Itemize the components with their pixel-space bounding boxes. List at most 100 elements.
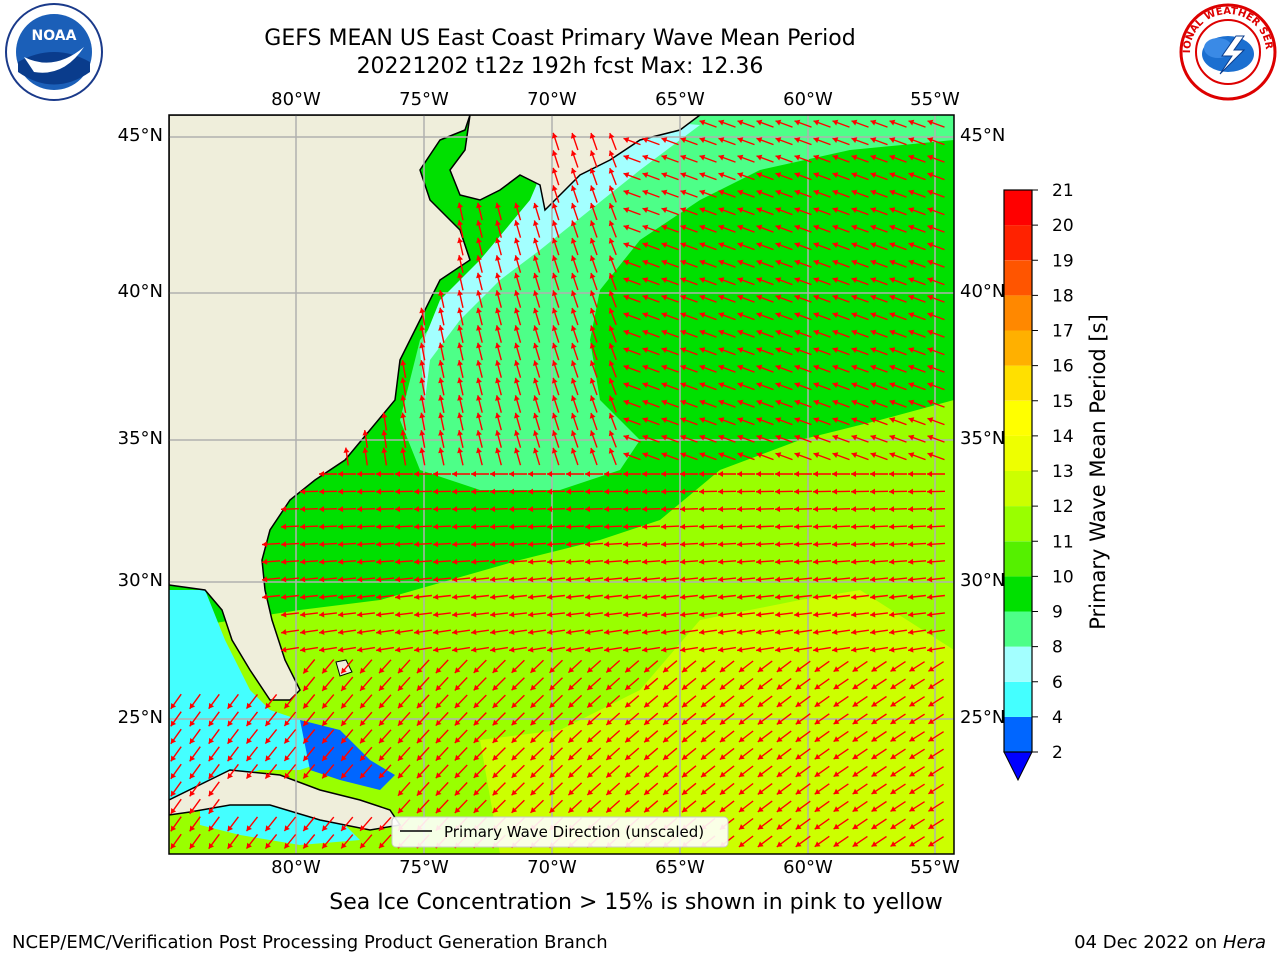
- wave-arrow-head: [376, 611, 382, 618]
- wave-arrow-head: [814, 718, 821, 725]
- wave-arrow-head: [832, 523, 838, 530]
- wave-arrow-head: [533, 360, 539, 366]
- wave-arrow-head: [608, 185, 615, 192]
- wave-arrow-head: [566, 611, 572, 618]
- wave-arrow-head: [360, 720, 366, 726]
- wave-arrow-head: [398, 772, 404, 779]
- colorbar-segment: [1004, 611, 1032, 647]
- wave-arrow-head: [604, 506, 610, 513]
- wave-arrow-head: [509, 523, 515, 530]
- wave-arrow-head: [514, 360, 520, 366]
- wave-arrow-head: [227, 720, 233, 727]
- wave-arrow-head: [303, 720, 309, 726]
- wave-arrow-head: [756, 488, 762, 495]
- lat-label-left: 30°N: [117, 570, 163, 591]
- wave-arrow-head: [570, 185, 577, 192]
- wave-arrow-head: [775, 329, 782, 336]
- wave-arrow-head: [303, 667, 309, 674]
- colorbar-tick-label: 6: [1052, 673, 1063, 693]
- wave-arrow-head: [718, 471, 723, 477]
- wave-arrow-head: [890, 771, 897, 777]
- wave-arrow-head: [170, 703, 177, 709]
- wave-arrow-head: [701, 736, 707, 743]
- wave-arrow-head: [852, 736, 859, 742]
- wave-arrow-head: [547, 611, 553, 618]
- wave-arrow-head: [775, 224, 782, 231]
- wave-arrow-head: [776, 719, 783, 725]
- wave-arrow-head: [454, 807, 461, 813]
- wave-arrow-head: [795, 806, 802, 812]
- wave-arrow-head: [889, 611, 895, 618]
- wave-arrow-head: [476, 202, 482, 209]
- wave-arrow-head: [379, 685, 385, 691]
- lon-label-bottom: 75°W: [399, 857, 449, 878]
- lon-label-top: 75°W: [399, 89, 449, 110]
- wave-arrow-head: [737, 329, 744, 336]
- wave-arrow-head: [775, 294, 782, 301]
- wave-arrow-head: [416, 667, 423, 674]
- wave-arrow-head: [625, 789, 631, 795]
- wave-arrow-head: [551, 220, 558, 227]
- wave-arrow-head: [438, 395, 445, 401]
- wave-arrow-head: [471, 558, 477, 565]
- wave-arrow-head: [509, 611, 515, 618]
- wave-arrow-head: [813, 646, 819, 653]
- colorbar: 2 4 6 8 9 10 11 12 13 14 15 16 17 18 19 20 21: [1003, 181, 1074, 782]
- wave-arrow-head: [833, 771, 840, 777]
- wave-arrow-head: [395, 558, 401, 565]
- wave-arrow-head: [870, 364, 877, 371]
- wave-arrow-head: [608, 238, 615, 244]
- wave-arrow-head: [495, 430, 501, 436]
- wave-arrow-head: [718, 119, 725, 126]
- wave-arrow-head: [400, 412, 407, 419]
- wave-arrow-head: [395, 523, 401, 530]
- wave-arrow-head: [908, 434, 915, 441]
- map-frame: [168, 114, 955, 855]
- wave-arrow-head: [908, 277, 915, 283]
- wave-arrow-head: [623, 594, 629, 600]
- wave-arrow-head: [851, 242, 858, 248]
- wave-arrow-head: [416, 737, 423, 744]
- wave-arrow-head: [776, 806, 783, 812]
- wave-arrow-head: [438, 307, 445, 314]
- wave-arrow-head: [395, 471, 400, 477]
- wave-arrow-head: [570, 203, 577, 209]
- wave-arrow-head: [566, 646, 572, 653]
- wave-arrow-head: [851, 294, 858, 301]
- wave-arrow-head: [813, 294, 820, 301]
- wave-arrow-head: [776, 824, 783, 830]
- wave-arrow-head: [775, 259, 782, 266]
- wave-arrow-head: [927, 594, 933, 600]
- wave-arrow-head: [813, 506, 819, 513]
- wave-arrow-head: [889, 558, 895, 565]
- wave-arrow-head: [300, 541, 306, 548]
- wave-arrow-head: [606, 736, 612, 743]
- wave-arrow-head: [490, 471, 495, 477]
- wave-arrow-head: [794, 506, 800, 513]
- wave-arrow-head: [832, 312, 839, 318]
- wave-arrow-head: [589, 343, 596, 349]
- wave-arrow-head: [699, 629, 705, 635]
- wave-arrow-head: [851, 471, 856, 477]
- wave-arrow-head: [870, 506, 876, 513]
- wave-arrow-head: [492, 772, 499, 778]
- wave-arrow-head: [376, 506, 382, 513]
- wave-arrow-head: [814, 683, 821, 690]
- wave-arrow-head: [661, 189, 668, 196]
- wave-arrow-head: [928, 701, 935, 707]
- wave-arrow-head: [795, 841, 802, 847]
- wave-arrow-head: [490, 523, 496, 530]
- wave-arrow-head: [587, 684, 594, 690]
- colorbar-tick-label: 12: [1052, 497, 1074, 517]
- wave-arrow-head: [813, 434, 820, 441]
- wave-arrow-head: [587, 772, 594, 778]
- wave-arrow-head: [395, 576, 401, 583]
- wave-arrow-head: [738, 736, 745, 742]
- nws-logo: NATIONAL WEATHER SERVICE: [1174, 0, 1278, 102]
- wave-arrow-head: [644, 684, 650, 690]
- wave-arrow-head: [457, 412, 463, 419]
- wave-arrow-head: [566, 594, 572, 600]
- wave-arrow-head: [379, 772, 385, 779]
- wave-arrow-head: [170, 755, 177, 762]
- wave-arrow-head: [928, 788, 935, 794]
